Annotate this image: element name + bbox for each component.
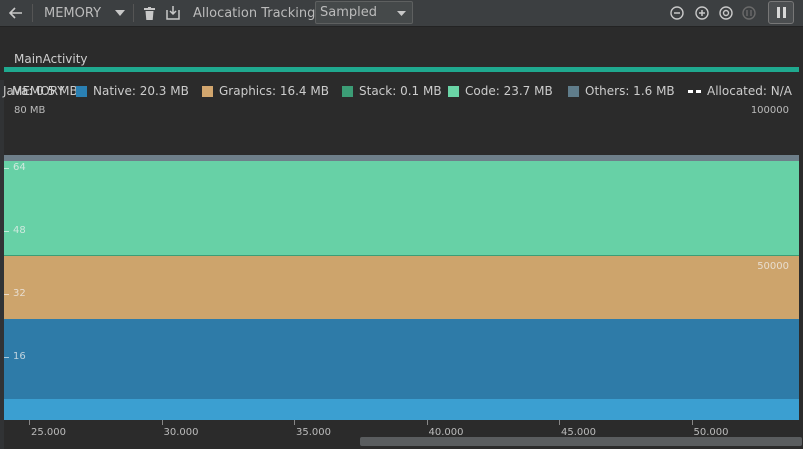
attach-live-button[interactable]: [741, 0, 757, 26]
chevron-down-icon: [115, 10, 126, 16]
pause-icon: [776, 7, 786, 18]
y-tick-mark: [4, 294, 9, 296]
legend-item-allocated: Allocated: N/A: [688, 84, 792, 98]
memory-band-java: [4, 399, 799, 420]
attach-live-icon: [742, 6, 756, 20]
reset-zoom-icon: [719, 6, 733, 20]
x-tick-label: 25.000: [31, 427, 66, 438]
legend-overlay-label: MEMORY: [12, 84, 65, 98]
y-tick-mark: [4, 168, 9, 170]
back-button[interactable]: [6, 0, 26, 26]
y-tick-label: 48: [13, 225, 26, 237]
allocation-select-value: Sampled: [320, 5, 377, 20]
legend-label: Code: 23.7 MB: [465, 84, 553, 98]
legend-label: Java: 0.5 MB: [3, 84, 78, 98]
legend-swatch: [568, 85, 579, 97]
legend-label: Others: 1.6 MB: [585, 84, 675, 98]
x-tick-mark: [559, 420, 560, 425]
y-axis-max-label: 80 MB: [14, 105, 46, 116]
monitor-label: MEMORY: [44, 5, 102, 21]
reset-zoom-button[interactable]: [718, 0, 734, 26]
zoom-out-icon: [670, 6, 684, 20]
legend-item-native: Native: 20.3 MB: [76, 84, 189, 98]
y-tick-mark: [4, 231, 9, 233]
x-tick-mark: [294, 420, 295, 425]
legend-swatch: [202, 85, 213, 97]
x-tick-label: 40.000: [428, 427, 464, 438]
legend-item-others: Others: 1.6 MB: [568, 84, 675, 98]
memory-band-graphics: [4, 254, 799, 320]
y-tick-label: 64: [13, 162, 26, 174]
activity-timeline-bar[interactable]: [4, 67, 799, 72]
memory-band-others: [4, 155, 799, 162]
legend-item-code: Code: 23.7 MB: [448, 84, 553, 98]
memory-band-native: [4, 319, 799, 400]
y-tick-label: 16: [13, 351, 26, 363]
legend-item-java: Java: 0.5 MB: [3, 84, 78, 98]
memory-band-code: [4, 161, 799, 255]
heap-dump-icon: [166, 6, 180, 20]
arrow-left-icon: [9, 7, 22, 19]
allocation-tracking-label: Allocation Tracking: [193, 5, 316, 21]
x-tick-label: 30.000: [163, 427, 199, 438]
memory-chart: Java: 0.5 MB MEMORY Native: 20.3 MB Grap…: [0, 80, 803, 449]
profiler-toolbar: MEMORY Allocation Tracking Sampled: [0, 0, 803, 27]
legend-label: Graphics: 16.4 MB: [219, 84, 329, 98]
legend-dash: [688, 89, 701, 93]
zoom-in-icon: [695, 6, 709, 20]
chart-legend: Java: 0.5 MB MEMORY Native: 20.3 MB Grap…: [0, 84, 803, 102]
trash-icon: [143, 6, 155, 20]
time-axis: 25.000 30.000 35.000 40.000 45.000 50.000: [4, 420, 803, 449]
y-tick-mark: [4, 357, 9, 359]
y-axis-right-mid-label: 50000: [757, 261, 789, 272]
memory-overlay-label: MEMORY: [12, 84, 65, 98]
legend-label: Stack: 0.1 MB: [359, 84, 442, 98]
legend-swatch: [76, 85, 87, 97]
x-tick-mark: [691, 420, 693, 425]
x-tick-mark: [161, 420, 163, 425]
toolbar-separator: [133, 4, 134, 22]
allocation-tracking-select[interactable]: Sampled: [315, 1, 413, 24]
x-tick-label: 35.000: [296, 427, 331, 438]
memory-area-bands: [4, 80, 803, 420]
legend-item-graphics: Graphics: 16.4 MB: [202, 84, 329, 98]
pause-button[interactable]: [768, 1, 794, 24]
legend-swatch: [342, 85, 353, 97]
zoom-out-button[interactable]: [669, 0, 685, 26]
dump-heap-button[interactable]: [164, 0, 182, 26]
chart-left-gutter: [0, 80, 4, 449]
chevron-down-icon: [397, 11, 406, 16]
legend-label: Allocated: N/A: [707, 84, 792, 98]
force-gc-button[interactable]: [141, 0, 157, 26]
legend-label: Native: 20.3 MB: [93, 84, 189, 98]
monitor-dropdown[interactable]: MEMORY: [44, 0, 126, 26]
y-tick-label: 32: [13, 288, 26, 300]
x-tick-label: 50.000: [693, 427, 729, 438]
x-tick-mark: [29, 420, 30, 425]
y-axis-right-max-label: 100000: [750, 105, 789, 116]
legend-swatch: [448, 85, 459, 97]
legend-item-stack: Stack: 0.1 MB: [342, 84, 442, 98]
timeline-scrollbar[interactable]: [360, 437, 802, 446]
toolbar-separator: [32, 4, 33, 22]
zoom-in-button[interactable]: [694, 0, 710, 26]
x-tick-label: 45.000: [561, 427, 596, 438]
activity-label: MainActivity: [14, 52, 88, 66]
x-tick-mark: [426, 420, 428, 425]
activity-track: MainActivity: [4, 27, 803, 73]
